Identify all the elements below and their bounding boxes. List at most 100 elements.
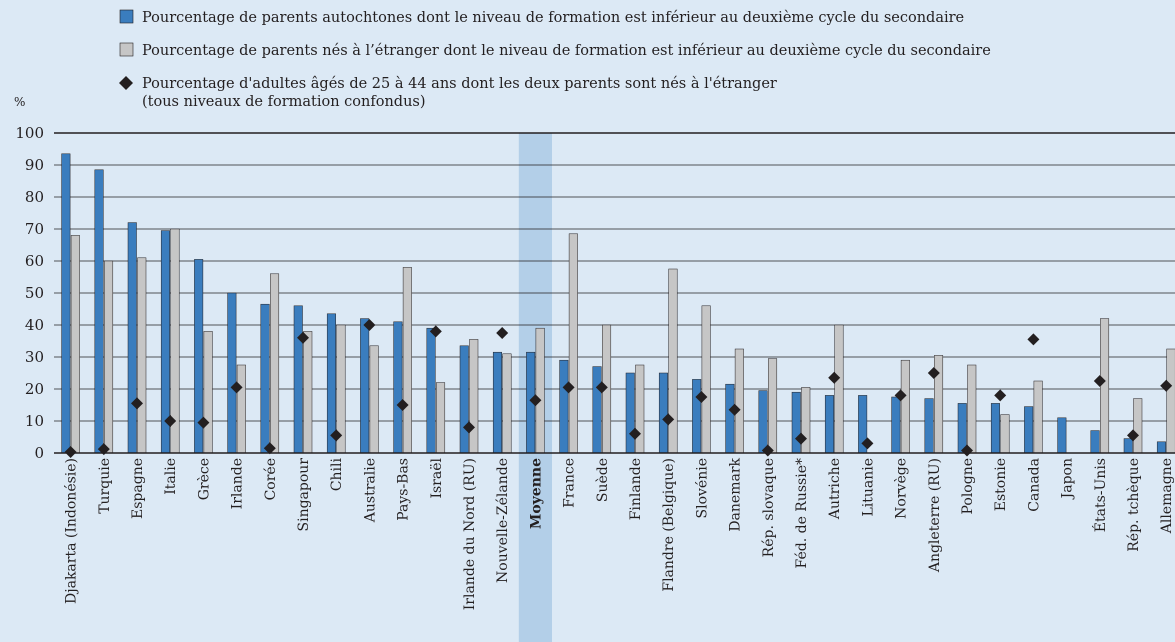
y-tick-label-50: 50	[25, 284, 44, 302]
legend-swatch-foreign	[119, 42, 134, 57]
legend-label-foreign: Pourcentage de parents nés à l’étranger …	[142, 42, 991, 59]
x-category-label-24: Lituanie	[860, 458, 876, 517]
y-tick-label-10: 10	[25, 412, 44, 430]
bar-foreign-11	[436, 382, 446, 454]
y-tick-label-100: 100	[15, 124, 44, 142]
marker-31	[1093, 375, 1106, 387]
legend-label-marker: Pourcentage d'adultes âgés de 25 à 44 an…	[142, 75, 777, 92]
x-category-label-14: Moyenne	[528, 458, 544, 529]
bar-foreign-32	[1133, 398, 1143, 454]
marker-2	[131, 397, 143, 410]
marker-10	[396, 399, 409, 411]
x-category-label-32: Rép. tchèque	[1126, 458, 1142, 552]
x-category-label-12: Irlande du Nord (RU)	[462, 458, 478, 610]
x-category-label-0: Djakarta (Indonésie)	[64, 458, 80, 604]
x-category-label-10: Pays-Bas	[396, 458, 412, 521]
x-category-label-2: Espagne	[130, 458, 146, 519]
x-category-label-5: Irlande	[230, 458, 246, 509]
marker-25	[894, 389, 907, 402]
bar-native-20	[725, 383, 735, 454]
marker-17	[629, 427, 641, 440]
x-category-label-7: Singapour	[296, 458, 312, 532]
highlight-layer	[518, 133, 552, 642]
y-tick-label-60: 60	[25, 252, 44, 270]
bar-native-22	[791, 391, 801, 454]
x-category-label-15: France	[562, 458, 578, 508]
bar-native-0	[61, 153, 71, 454]
bar-native-1	[94, 169, 104, 454]
marker-16	[595, 381, 608, 394]
bar-native-30	[1057, 417, 1067, 454]
x-category-label-22: Féd. de Russie*	[794, 458, 810, 568]
marker-19	[695, 391, 708, 403]
x-category-label-9: Australie	[362, 458, 378, 523]
bar-foreign-6	[270, 273, 280, 454]
y-tick-label-20: 20	[25, 380, 44, 398]
x-category-label-11: Israël	[429, 457, 445, 498]
marker-22	[795, 432, 807, 445]
y-tick-label-0: 0	[34, 444, 44, 462]
bar-foreign-17	[635, 364, 645, 454]
marker-0	[64, 446, 77, 459]
x-category-label-33: Allemagne	[1159, 458, 1175, 534]
x-category-label-26: Angleterre (RU)	[927, 458, 943, 573]
bar-native-16	[592, 366, 602, 454]
bar-native-5	[227, 292, 237, 454]
x-category-label-19: Slovénie	[694, 458, 710, 518]
bar-foreign-23	[834, 324, 844, 454]
bar-foreign-13	[502, 353, 512, 454]
x-category-label-28: Estonie	[993, 458, 1009, 511]
bar-foreign-19	[701, 305, 711, 454]
bar-native-7	[293, 305, 303, 454]
bar-foreign-5	[236, 364, 246, 454]
x-category-label-21: Rép. slovaque	[761, 458, 777, 557]
bar-native-28	[990, 403, 1000, 454]
bar-native-23	[824, 395, 834, 454]
bars	[61, 153, 1175, 454]
bar-foreign-31	[1100, 318, 1110, 454]
bar-native-32	[1123, 438, 1133, 454]
x-category-label-4: Grèce	[196, 458, 212, 500]
bar-native-15	[559, 359, 569, 454]
bar-native-6	[260, 303, 270, 454]
bar-foreign-1	[104, 260, 114, 454]
bar-native-10	[393, 321, 403, 454]
x-category-label-17: Finlande	[628, 458, 644, 520]
bar-native-13	[492, 351, 502, 454]
x-category-label-18: Flandre (Belgique)	[661, 458, 677, 592]
bar-foreign-22	[801, 387, 811, 454]
x-category-label-6: Corée	[263, 458, 279, 500]
x-axis-labels: Djakarta (Indonésie) Turquie Espagne Italie…	[64, 457, 1175, 610]
x-category-label-1: Turquie	[97, 458, 113, 514]
legend-swatch-native	[119, 9, 134, 24]
x-category-label-29: Canada	[1026, 458, 1042, 512]
legend: Pourcentage de parents autochtones dont …	[119, 9, 991, 110]
bar-native-27	[957, 403, 967, 454]
bar-foreign-7	[303, 331, 313, 454]
x-category-label-8: Chili	[329, 457, 345, 491]
y-tick-label-70: 70	[25, 220, 44, 238]
bar-foreign-27	[967, 364, 977, 454]
marker-5	[230, 381, 243, 394]
marker-12	[463, 421, 475, 434]
marker-3	[164, 415, 177, 427]
y-tick-label-40: 40	[25, 316, 44, 334]
x-category-label-20: Danemark	[728, 457, 744, 531]
bar-native-2	[127, 222, 137, 454]
marker-33	[1160, 379, 1173, 392]
bar-foreign-15	[568, 233, 578, 454]
bar-native-17	[625, 372, 635, 454]
markers	[64, 319, 1173, 459]
x-category-label-13: Nouvelle-Zélande	[495, 458, 511, 583]
marker-29	[1027, 333, 1040, 346]
y-axis-ticks: 0 10 20 30 40 50 60 70 80 90 100	[15, 124, 44, 462]
marker-23	[828, 371, 841, 384]
bar-foreign-21	[768, 358, 778, 454]
bar-foreign-18	[668, 268, 678, 454]
y-axis-unit: %	[14, 95, 25, 109]
bar-foreign-12	[469, 339, 479, 454]
bar-foreign-4	[203, 331, 213, 454]
marker-14	[529, 394, 542, 407]
bar-native-29	[1024, 406, 1034, 454]
